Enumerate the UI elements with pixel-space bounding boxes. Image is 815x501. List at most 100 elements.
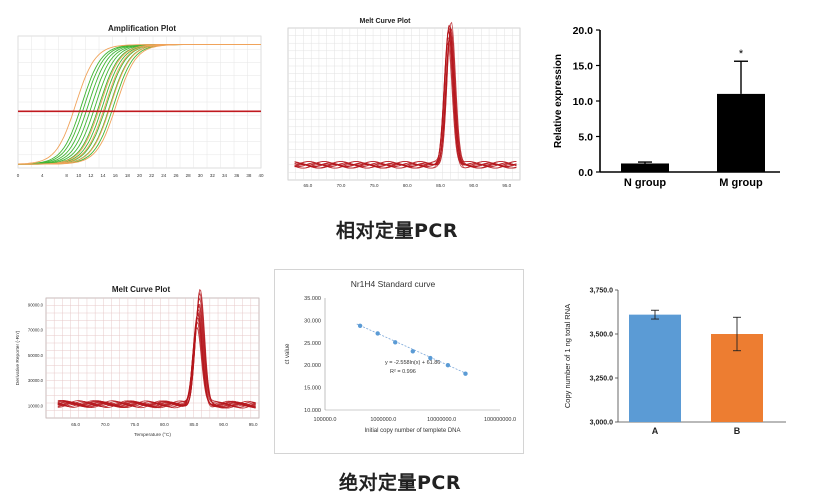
x-tick-label: 85.0 xyxy=(190,422,199,427)
y-tick-label: 3,750.0 xyxy=(590,288,613,295)
melt-curve xyxy=(57,292,256,408)
x-tick-label: 10000000.0 xyxy=(427,417,456,423)
y-tick-label: 10.000 xyxy=(304,408,321,414)
y-tick-label: 20.0 xyxy=(573,25,594,37)
x-tick-label: 100000000.0 xyxy=(484,417,516,423)
x-tick-label: 80.0 xyxy=(403,183,412,188)
r-squared-label: R² = 0.996 xyxy=(390,369,416,375)
y-tick-label: 15.000 xyxy=(304,386,321,392)
data-point xyxy=(410,349,416,354)
y-tick-label: 20.000 xyxy=(304,363,321,369)
y-tick-label: 3,250.0 xyxy=(590,376,613,383)
significance-marker: * xyxy=(739,48,744,60)
x-tick-label: 10 xyxy=(76,173,82,178)
equation-label: y = -2.558ln(x) + 61.86 xyxy=(385,360,440,366)
y-tick-label: 30.000 xyxy=(304,318,321,324)
bar xyxy=(717,93,765,172)
melt-curve-top-panel: Melt Curve Plot 65.0 70.0 75.0 80.0 85.0 90.0… xyxy=(285,10,523,190)
melt-curve-bottom-title: Melt Curve Plot xyxy=(112,285,171,294)
y-tick-label: 10000.0 xyxy=(28,403,44,408)
bar xyxy=(629,314,681,422)
x-tick-label: 65.0 xyxy=(71,422,80,427)
y-tick-label: 70000.0 xyxy=(28,328,44,333)
relative-expression-chart: 0.0 5.0 10.0 15.0 20.0 Relative expression N g… xyxy=(553,25,780,189)
x-tick-label: 75.0 xyxy=(370,183,379,188)
relative-expression-panel: 0.0 5.0 10.0 15.0 20.0 Relative expression N g… xyxy=(548,20,786,195)
x-tick-label: 4 xyxy=(41,173,44,178)
x-tick-label: 18 xyxy=(125,173,131,178)
melt-curve-plot-top: Melt Curve Plot 65.0 70.0 75.0 80.0 85.0 90.0… xyxy=(287,18,521,188)
bar xyxy=(621,163,669,172)
y-tick-label: 3,000.0 xyxy=(590,420,613,427)
x-tick-label: 20 xyxy=(137,173,143,178)
y-tick-label: 5.0 xyxy=(578,132,593,144)
copy-number-panel: 3,000.0 3,250.0 3,500.0 3,750.0 Copy number … xyxy=(556,280,796,440)
x-tick-label: 90.0 xyxy=(469,183,478,188)
x-tick-label: 16 xyxy=(113,173,119,178)
copy-number-chart: 3,000.0 3,250.0 3,500.0 3,750.0 Copy number … xyxy=(563,288,786,436)
trend-line xyxy=(356,323,467,375)
x-tick-label: 90.0 xyxy=(219,422,228,427)
melt-curve xyxy=(294,34,517,169)
x-category-label: M group xyxy=(719,177,763,189)
melt-curve-top-title: Melt Curve Plot xyxy=(360,18,412,25)
x-tick-label: 70.0 xyxy=(101,422,110,427)
x-tick-label: 26 xyxy=(173,173,179,178)
x-tick-label: 0 xyxy=(17,173,20,178)
x-tick-label: 38 xyxy=(246,173,252,178)
standard-curve-title: Nr1H4 Standard curve xyxy=(351,279,436,289)
data-point xyxy=(463,371,468,376)
x-tick-label: 80.0 xyxy=(160,422,169,427)
x-tick-label: 95.0 xyxy=(249,422,258,427)
y-tick-label: 10.0 xyxy=(573,96,594,108)
y-axis-label: ct value xyxy=(285,343,291,364)
amplification-plot-panel: Amplification Plot 0 4 8 10 12 14 16 18 20 22 24 26… xyxy=(14,20,264,190)
data-point xyxy=(357,323,363,328)
x-category-label: B xyxy=(734,426,741,436)
x-tick-label: 28 xyxy=(186,173,192,178)
y-axis-label: Derivative Reporter (-Rn') xyxy=(15,330,21,385)
data-point xyxy=(445,363,451,368)
standard-curve-chart: Nr1H4 Standard curve 10.000 15.000 20.000 2… xyxy=(285,279,516,434)
x-tick-label: 75.0 xyxy=(130,422,139,427)
y-tick-label: 0.0 xyxy=(578,167,593,179)
absolute-quantification-label: 绝对定量PCR xyxy=(339,472,461,494)
data-point xyxy=(428,355,433,361)
amplification-curve xyxy=(18,44,261,165)
x-tick-label: 100000.0 xyxy=(314,417,337,423)
melt-curve xyxy=(294,21,517,167)
x-tick-label: 8 xyxy=(65,173,68,178)
data-point xyxy=(393,340,398,345)
melt-curve xyxy=(57,297,256,408)
y-tick-label: 50000.0 xyxy=(28,353,44,358)
x-tick-label: 95.0 xyxy=(502,183,511,188)
x-tick-label: 65.0 xyxy=(304,183,313,188)
amplification-plot: Amplification Plot 0 4 8 10 12 14 16 18 20 22 24 26… xyxy=(17,24,264,178)
x-tick-label: 70.0 xyxy=(337,183,346,188)
y-tick-label: 3,500.0 xyxy=(590,332,613,339)
x-category-label: A xyxy=(652,426,659,436)
x-tick-label: 36 xyxy=(234,173,240,178)
x-tick-label: 30 xyxy=(198,173,204,178)
melt-curve xyxy=(57,288,256,407)
x-tick-label: 24 xyxy=(161,173,167,178)
melt-curve-bottom-panel: Melt Curve Plot 65.0 70.0 75.0 80.0 85.0 90.0… xyxy=(10,278,262,446)
x-tick-label: 40 xyxy=(258,173,264,178)
y-tick-label: 35.000 xyxy=(304,296,321,302)
amplification-plot-title: Amplification Plot xyxy=(108,24,176,33)
standard-curve-panel: Nr1H4 Standard curve 10.000 15.000 20.000 2… xyxy=(274,269,524,454)
x-axis-label: Temperature (°C) xyxy=(134,432,171,438)
y-tick-label: 15.0 xyxy=(573,61,594,73)
relative-quantification-label: 相对定量PCR xyxy=(336,220,458,242)
x-tick-label: 32 xyxy=(210,173,216,178)
x-tick-label: 34 xyxy=(222,173,228,178)
x-tick-label: 85.0 xyxy=(436,183,445,188)
melt-curve-plot-bottom: Melt Curve Plot 65.0 70.0 75.0 80.0 85.0 90.0… xyxy=(15,285,260,438)
y-tick-label: 30000.0 xyxy=(28,378,44,383)
y-tick-label: 25.000 xyxy=(304,341,321,347)
y-axis-label: Copy number of 1 ng total RNA xyxy=(563,304,572,408)
x-axis-label: Initial copy number of templete DNA xyxy=(364,428,460,434)
x-tick-label: 22 xyxy=(149,173,155,178)
x-tick-label: 1000000.0 xyxy=(370,417,396,423)
x-category-label: N group xyxy=(624,177,666,189)
